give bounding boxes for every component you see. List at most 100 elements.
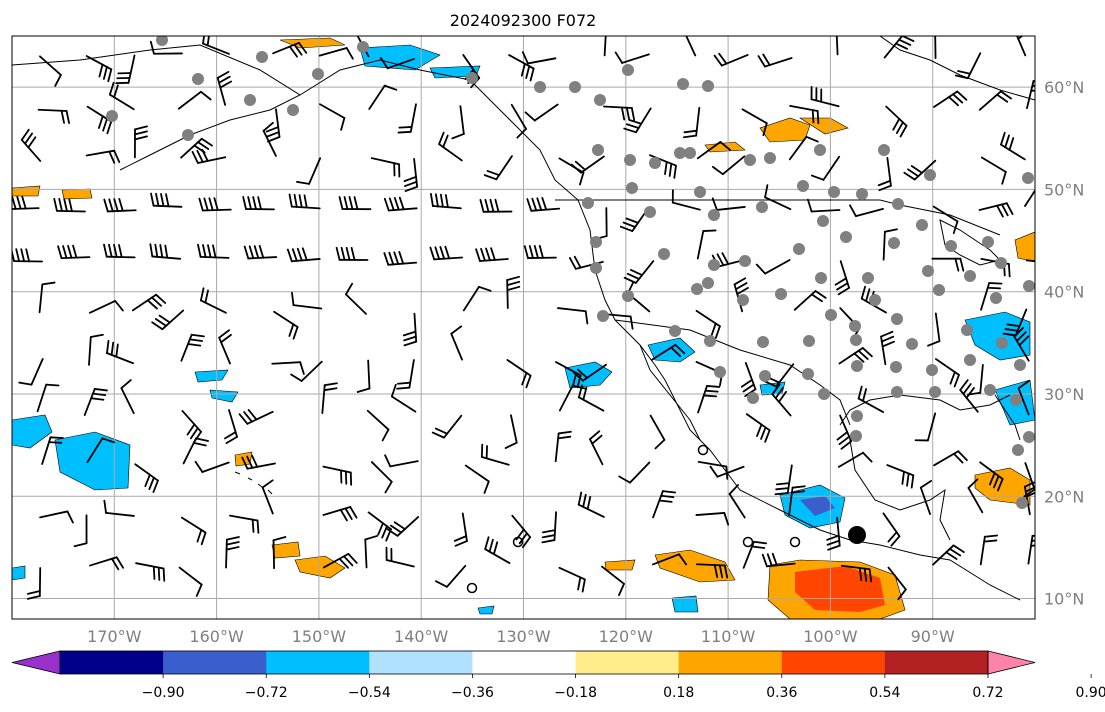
wind-barb: [1013, 327, 1030, 362]
wind-barb: [713, 52, 749, 67]
colorbar-segment: [163, 651, 267, 674]
wind-barb: [649, 414, 666, 450]
wind-barb: [793, 290, 827, 311]
strong-anomaly-patch: [795, 566, 885, 612]
wind-barb: [322, 506, 358, 522]
station-dot: [594, 94, 606, 106]
station-dot: [1023, 431, 1035, 443]
colorbar-tick-label: 0.36: [766, 685, 797, 701]
station-dot: [757, 336, 769, 348]
wind-barb: [570, 155, 605, 174]
wind-barb: [450, 325, 463, 361]
station-dot: [817, 215, 829, 227]
wind-barb: [601, 565, 625, 597]
wind-barb: [840, 564, 873, 583]
colorbar-tick-label: 0.90: [1076, 685, 1105, 701]
colorbar-segment: [781, 651, 886, 674]
wind-barb: [194, 460, 230, 473]
wind-barb: [857, 385, 885, 413]
calm-wind-circle: [789, 536, 801, 548]
station-dot: [256, 51, 268, 63]
wind-barb: [86, 437, 116, 463]
wind-barb: [386, 516, 420, 537]
wind-barb: [980, 282, 1003, 311]
wind-barb: [932, 205, 959, 235]
wind-barb: [464, 464, 490, 494]
wind-barb: [26, 567, 42, 600]
wind-barb: [709, 465, 745, 478]
wind-barb: [177, 90, 212, 110]
wind-barb: [318, 47, 354, 60]
wind-barb: [755, 259, 791, 275]
station-dot: [961, 324, 973, 336]
negative-anomaly-patch: [12, 414, 53, 449]
longitude-label: 90°W: [911, 627, 955, 646]
wind-barb: [85, 149, 121, 164]
wind-barb: [959, 379, 979, 413]
wind-barb: [614, 51, 650, 64]
colorbar-extend-low: [11, 650, 61, 675]
longitude-label: 160°W: [189, 627, 244, 646]
wind-barb: [479, 198, 513, 213]
negative-anomaly-patch: [12, 565, 26, 581]
station-dot: [878, 144, 890, 156]
station-dot: [691, 283, 703, 295]
wind-barb: [273, 310, 299, 340]
wind-barb: [151, 309, 185, 331]
station-dot: [964, 270, 976, 282]
wind-barb: [180, 333, 205, 362]
colorbar-segment: [266, 651, 370, 674]
colorbar-tick-label: 0.54: [869, 685, 900, 701]
station-dot: [287, 104, 299, 116]
station-dot: [1012, 444, 1024, 456]
wind-barb: [480, 443, 510, 466]
wind-barb: [887, 566, 907, 601]
wind-barb: [788, 135, 819, 161]
wind-barb: [484, 536, 511, 564]
wind-barb: [927, 312, 941, 347]
wind-barb: [650, 343, 686, 361]
wind-barb: [238, 409, 274, 425]
station-dot: [704, 335, 716, 347]
wind-barb: [272, 536, 287, 570]
colorbar-tick-label: −0.54: [348, 685, 391, 701]
colorbar-segment: [884, 651, 989, 674]
wind-barb: [397, 103, 417, 134]
wind-barb: [370, 461, 393, 494]
wind-barb: [197, 243, 230, 259]
negative-anomaly-patch: [359, 44, 441, 71]
wind-barb: [745, 413, 771, 443]
wind-barb: [711, 197, 746, 211]
wind-barb: [696, 140, 731, 160]
station-dot: [924, 169, 936, 181]
station-dot: [964, 354, 976, 366]
station-dot: [888, 237, 900, 249]
positive-anomaly-patch: [271, 541, 301, 559]
wind-barb: [57, 244, 91, 260]
negative-anomaly-patch: [647, 337, 696, 363]
station-dot: [1010, 394, 1022, 406]
wind-barbs: [12, 36, 1035, 601]
wind-barb: [728, 484, 746, 519]
station-dot: [106, 110, 118, 122]
wind-barb: [741, 108, 768, 137]
station-dot: [756, 201, 768, 213]
wind-barb: [319, 103, 346, 131]
wind-barb: [286, 247, 321, 263]
latitude-label: 20°N: [1044, 487, 1084, 506]
wind-barb: [182, 437, 210, 465]
wind-barb: [131, 293, 167, 312]
station-dot: [984, 384, 996, 396]
station-dot: [582, 197, 594, 209]
wind-barb: [695, 563, 729, 579]
colorbar: [11, 650, 1036, 675]
wind-barb: [12, 195, 40, 210]
wind-barb: [88, 333, 104, 366]
wind-barb: [810, 155, 841, 181]
wind-barb: [85, 55, 113, 83]
wind-barb: [524, 103, 559, 122]
latitude-label: 30°N: [1044, 385, 1084, 404]
station-dot: [926, 364, 938, 376]
wind-barb: [242, 196, 275, 211]
wind-barb: [18, 358, 44, 386]
